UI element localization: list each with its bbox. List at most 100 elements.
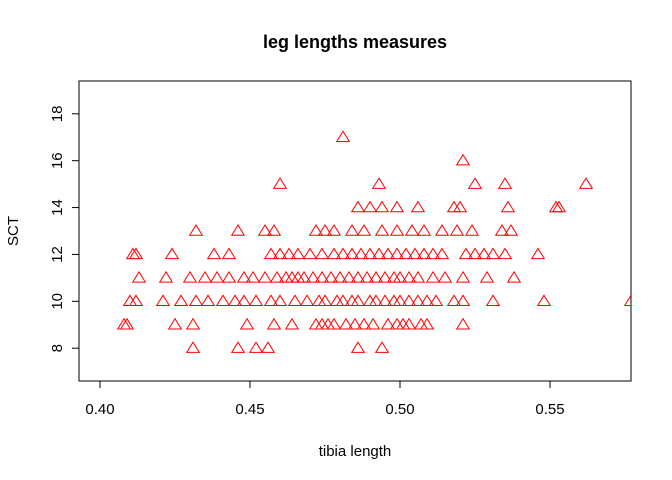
data-point bbox=[389, 317, 405, 330]
data-point bbox=[407, 247, 423, 260]
data-point bbox=[245, 270, 261, 283]
data-point bbox=[365, 317, 381, 330]
data-point bbox=[155, 294, 171, 307]
data-point bbox=[335, 130, 351, 142]
data-point bbox=[329, 294, 345, 307]
data-point bbox=[410, 294, 426, 307]
data-point bbox=[350, 200, 366, 213]
data-point bbox=[347, 317, 363, 330]
data-point bbox=[197, 270, 213, 283]
data-point bbox=[467, 247, 483, 260]
data-point bbox=[500, 200, 516, 213]
data-point bbox=[323, 270, 339, 283]
data-point bbox=[536, 294, 552, 307]
data-point bbox=[485, 247, 501, 260]
data-point bbox=[260, 341, 276, 353]
data-point bbox=[458, 247, 474, 260]
data-point bbox=[371, 247, 387, 260]
data-point bbox=[326, 247, 342, 260]
data-point bbox=[185, 317, 201, 330]
x-tick-label: 0.55 bbox=[535, 401, 564, 418]
data-point bbox=[335, 294, 351, 307]
data-point bbox=[377, 294, 393, 307]
data-point bbox=[350, 294, 366, 307]
data-point bbox=[263, 247, 279, 260]
y-tick-label: 14 bbox=[49, 199, 66, 216]
data-point bbox=[455, 317, 471, 330]
data-point bbox=[503, 224, 519, 236]
data-point bbox=[320, 317, 336, 330]
data-point bbox=[446, 294, 462, 307]
y-tick-label: 16 bbox=[49, 152, 66, 169]
data-point bbox=[287, 294, 303, 307]
data-point bbox=[188, 224, 204, 236]
data-point bbox=[494, 224, 510, 236]
data-point bbox=[389, 200, 405, 213]
data-point bbox=[428, 294, 444, 307]
data-point bbox=[221, 247, 237, 260]
data-point bbox=[416, 224, 432, 236]
data-point bbox=[296, 270, 312, 283]
data-point bbox=[230, 224, 246, 236]
data-point bbox=[230, 341, 246, 353]
data-point bbox=[128, 247, 144, 260]
data-point bbox=[359, 270, 375, 283]
data-point bbox=[248, 294, 264, 307]
data-point bbox=[308, 317, 324, 330]
y-axis: 8 10 12 14 16 18 bbox=[49, 105, 80, 352]
data-point bbox=[386, 270, 402, 283]
data-point bbox=[122, 294, 138, 307]
y-axis-label: SCT bbox=[5, 216, 22, 246]
data-point bbox=[368, 294, 384, 307]
data-point bbox=[455, 270, 471, 283]
data-point bbox=[236, 294, 252, 307]
data-point bbox=[338, 317, 354, 330]
data-point bbox=[164, 247, 180, 260]
data-point bbox=[332, 270, 348, 283]
y-tick-label: 10 bbox=[49, 293, 66, 310]
data-point bbox=[266, 224, 282, 236]
data-point bbox=[326, 224, 342, 236]
plot-frame bbox=[78, 80, 632, 382]
data-point bbox=[398, 247, 414, 260]
data-point bbox=[206, 247, 222, 260]
data-point bbox=[419, 294, 435, 307]
data-point bbox=[311, 294, 327, 307]
data-point bbox=[485, 294, 501, 307]
data-point bbox=[506, 270, 522, 283]
data-point bbox=[356, 317, 372, 330]
data-point bbox=[368, 270, 384, 283]
data-point bbox=[308, 224, 324, 236]
data-point bbox=[215, 294, 231, 307]
data-point bbox=[284, 270, 300, 283]
data-point bbox=[326, 317, 342, 330]
data-point bbox=[362, 294, 378, 307]
data-point bbox=[401, 270, 417, 283]
data-point bbox=[374, 224, 390, 236]
data-point bbox=[263, 294, 279, 307]
data-point bbox=[455, 153, 471, 166]
data-point bbox=[392, 294, 408, 307]
data-point bbox=[386, 294, 402, 307]
data-point bbox=[449, 224, 465, 236]
data-point bbox=[623, 294, 631, 307]
data-point bbox=[305, 270, 321, 283]
data-point bbox=[377, 270, 393, 283]
chart-title: leg lengths measures bbox=[263, 32, 447, 52]
data-point bbox=[290, 247, 306, 260]
data-point bbox=[284, 317, 300, 330]
data-point bbox=[380, 317, 396, 330]
data-point bbox=[419, 317, 435, 330]
data-point bbox=[434, 224, 450, 236]
data-point bbox=[455, 294, 471, 307]
data-point bbox=[314, 317, 330, 330]
data-point bbox=[173, 294, 189, 307]
data-point bbox=[335, 247, 351, 260]
data-point bbox=[410, 270, 426, 283]
data-point bbox=[227, 294, 243, 307]
data-point bbox=[401, 317, 417, 330]
data-point bbox=[239, 317, 255, 330]
x-tick-label: 0.45 bbox=[235, 401, 264, 418]
data-point bbox=[290, 270, 306, 283]
